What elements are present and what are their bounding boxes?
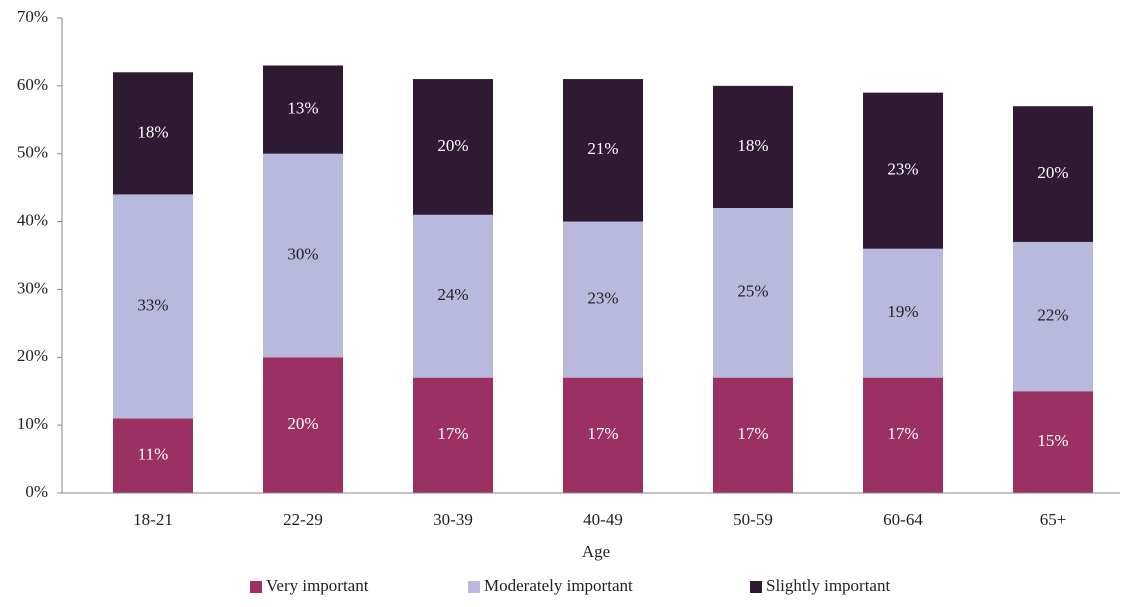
bar-segment (113, 194, 193, 419)
data-label: 17% (887, 424, 918, 443)
legend-label: Moderately important (484, 576, 633, 595)
data-label: 15% (1037, 431, 1068, 450)
y-tick-label: 30% (17, 278, 48, 297)
bar-segment (413, 377, 493, 493)
data-label: 19% (887, 302, 918, 321)
x-tick-label: 65+ (1040, 510, 1067, 529)
x-tick-label: 40-49 (583, 510, 623, 529)
legend-label: Slightly important (766, 576, 890, 595)
y-tick-label: 60% (17, 75, 48, 94)
bar-segment (263, 65, 343, 154)
y-tick-label: 10% (17, 414, 48, 433)
x-tick-label: 50-59 (733, 510, 773, 529)
legend-swatch (468, 581, 480, 593)
data-label: 17% (587, 424, 618, 443)
bar-segment (413, 214, 493, 378)
bar-segment (713, 377, 793, 493)
bar-segment (563, 221, 643, 378)
bar-segment (863, 377, 943, 493)
data-label: 11% (138, 445, 169, 464)
legend-label: Very important (266, 576, 369, 595)
bar-segment (1013, 391, 1093, 493)
data-label: 33% (137, 295, 168, 314)
bar-segment (113, 72, 193, 195)
data-label: 23% (587, 289, 618, 308)
bar-segment (1013, 106, 1093, 242)
y-tick-label: 70% (17, 7, 48, 26)
x-tick-label: 60-64 (883, 510, 923, 529)
data-label: 22% (1037, 305, 1068, 324)
data-label: 20% (1037, 163, 1068, 182)
x-tick-label: 18-21 (133, 510, 173, 529)
x-tick-label: 22-29 (283, 510, 323, 529)
bar-segment (1013, 241, 1093, 392)
y-tick-label: 40% (17, 210, 48, 229)
bar-segment (563, 377, 643, 493)
legend-swatch (750, 581, 762, 593)
data-label: 20% (287, 414, 318, 433)
data-label: 13% (287, 99, 318, 118)
data-label: 23% (887, 160, 918, 179)
legend-swatch (250, 581, 262, 593)
y-tick-label: 50% (17, 143, 48, 162)
bar-segment (713, 208, 793, 378)
bar-segment (563, 79, 643, 222)
bar-segment (413, 79, 493, 215)
data-label: 18% (737, 136, 768, 155)
data-label: 30% (287, 244, 318, 263)
data-label: 17% (437, 424, 468, 443)
data-label: 17% (737, 424, 768, 443)
bar-segment (263, 357, 343, 493)
data-label: 21% (587, 139, 618, 158)
data-label: 25% (737, 282, 768, 301)
bar-segment (113, 418, 193, 493)
x-axis-title: Age (582, 542, 610, 561)
x-tick-label: 30-39 (433, 510, 473, 529)
data-label: 20% (437, 136, 468, 155)
bar-segment (713, 85, 793, 208)
y-tick-label: 0% (25, 482, 48, 501)
bar-segment (863, 248, 943, 378)
data-label: 18% (137, 122, 168, 141)
data-label: 24% (437, 285, 468, 304)
y-tick-label: 20% (17, 346, 48, 365)
bar-segment (863, 92, 943, 249)
bar-segment (263, 153, 343, 358)
